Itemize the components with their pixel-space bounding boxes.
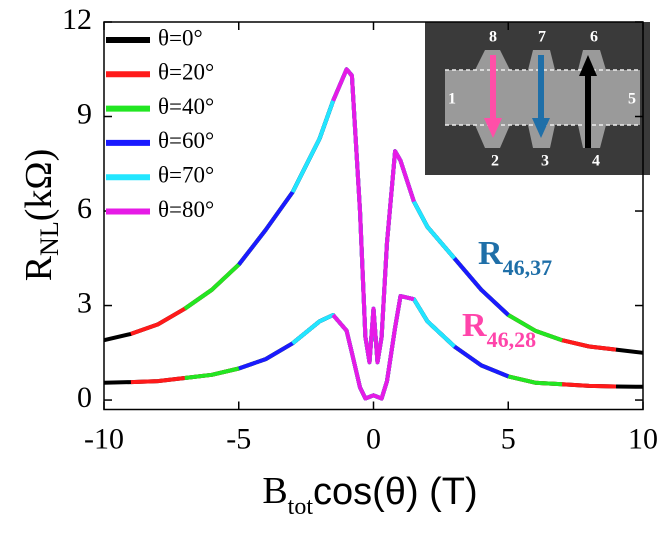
annotation-main: R	[462, 307, 487, 344]
inset-arrowhead	[532, 118, 550, 138]
inset-label: 8	[489, 29, 497, 46]
y-tick-label: 6	[77, 192, 92, 225]
x-tick-label: -10	[84, 422, 124, 455]
y-tick-label: 0	[77, 381, 92, 414]
inset-label: 3	[541, 153, 549, 170]
annotation-sub: 46,28	[487, 327, 537, 352]
x-label-main: B	[262, 470, 287, 512]
x-axis-label: Btotcos(θ) (T)	[262, 470, 477, 520]
x-tick-label: 0	[366, 422, 381, 455]
annotation: R46,37	[478, 235, 552, 280]
inset-arrowhead	[484, 118, 502, 138]
plot-frame	[103, 21, 644, 411]
x-tick-label: -5	[226, 422, 251, 455]
inset-label: 7	[538, 29, 546, 46]
y-tick-label: 12	[62, 3, 92, 36]
annotation: R46,28	[462, 307, 536, 352]
y-axis-label: RNL(kΩ)	[18, 149, 64, 282]
inset-image: 8 7 6 1 5 2 3 4	[425, 22, 650, 175]
legend-label: θ=40°	[158, 94, 214, 119]
y-tick-label: 9	[77, 97, 92, 130]
legend-label: θ=70°	[158, 162, 214, 187]
y-label-sub: NL	[35, 221, 64, 256]
inset-label: 6	[590, 29, 598, 46]
plot-lines	[103, 67, 644, 401]
inset-label: 5	[628, 91, 636, 108]
y-tick-label: 3	[77, 286, 92, 319]
legend-label: θ=0°	[158, 25, 203, 50]
inset-label: 2	[491, 153, 499, 170]
inset-label: 4	[592, 153, 600, 170]
data-line	[331, 294, 415, 401]
legend-label: θ=20°	[158, 60, 214, 85]
annotation-main: R	[478, 235, 503, 272]
x-tick-label: 5	[501, 422, 516, 455]
data-line	[331, 67, 416, 365]
legend-label: θ=80°	[158, 197, 214, 222]
inset-label: 1	[448, 91, 456, 108]
inset-arrowhead	[579, 55, 597, 76]
y-label-rest: (kΩ)	[18, 149, 60, 222]
x-label-sub: tot	[288, 494, 314, 520]
annotation-sub: 46,37	[503, 255, 553, 280]
x-tick-label: 10	[628, 422, 658, 455]
x-label-rest: cos(θ) (T)	[313, 471, 478, 513]
y-label-main: R	[18, 255, 60, 281]
legend-label: θ=60°	[158, 128, 214, 153]
